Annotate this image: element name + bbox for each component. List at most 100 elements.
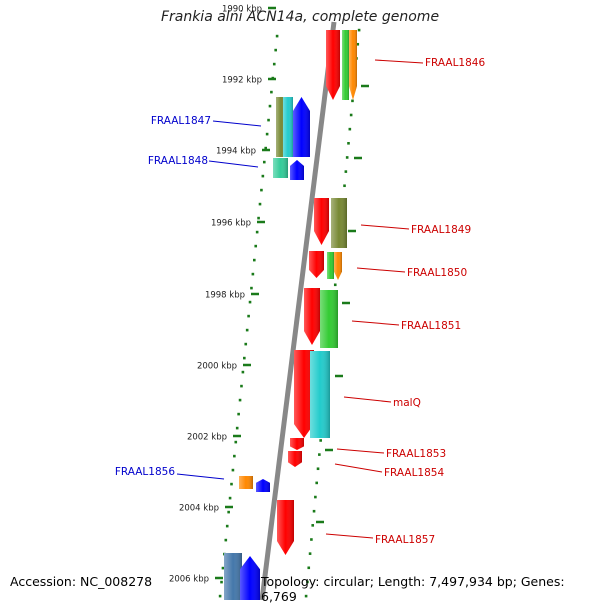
scale-dot — [228, 496, 232, 500]
scale-dot — [258, 202, 262, 206]
gene-malq-b — [310, 351, 330, 438]
gene-label[interactable]: malQ — [393, 397, 421, 409]
leader-line — [356, 267, 406, 273]
gene-fraal1849-b — [331, 198, 347, 248]
gene-label[interactable]: FRAAL1849 — [411, 224, 471, 236]
scale-dot — [241, 370, 245, 374]
gene-fraal1853 — [290, 438, 304, 450]
gene-reverse-bottom-a — [224, 553, 242, 600]
gene-fraal1851-a — [304, 288, 320, 345]
scale-dot — [260, 188, 263, 192]
scale-dot — [304, 594, 308, 598]
gene-label[interactable]: FRAAL1856 — [115, 466, 175, 478]
gene-labels: FRAAL1846 FRAAL1847 FRAAL1848 FRAAL1849 FRAA… — [115, 57, 486, 546]
scale-dot — [248, 300, 252, 304]
scale-label: 1990 kbp — [222, 5, 262, 15]
gene-fraal1848-b — [290, 160, 304, 180]
scale-dot — [245, 328, 249, 332]
gene-label[interactable]: FRAAL1848 — [148, 155, 208, 167]
gene-label[interactable]: FRAAL1853 — [386, 448, 446, 460]
scale-dot — [356, 42, 360, 46]
leader-line — [351, 320, 400, 326]
scale-dot — [314, 495, 317, 499]
gene-malq-a — [294, 350, 314, 438]
leader-line — [176, 473, 225, 480]
scale-dot — [316, 467, 320, 471]
scale-dot — [348, 127, 352, 131]
scale-dot — [306, 580, 309, 584]
scale-dot — [311, 524, 315, 527]
gene-fraal1847-c — [293, 97, 310, 157]
diagram-title: Frankia alni ACN14a, complete genome — [160, 9, 440, 25]
scale-label: 2002 kbp — [187, 433, 227, 443]
gene-fraal1854 — [288, 451, 302, 467]
scale-dot — [343, 184, 346, 188]
scale-dot — [233, 454, 236, 458]
accession-text: Accession: NC_008278 — [10, 574, 153, 589]
scale-dot — [274, 48, 277, 52]
gene-label[interactable]: FRAAL1851 — [401, 320, 461, 332]
gene-label[interactable]: FRAAL1857 — [375, 534, 435, 546]
leader-line — [208, 160, 259, 168]
scale-dot — [227, 510, 230, 514]
label-leader-lines — [176, 59, 424, 539]
leader-line — [334, 463, 383, 473]
scale-dot — [349, 113, 353, 117]
scale-dot — [308, 552, 312, 555]
scale-dot — [261, 174, 265, 178]
scale-dot — [255, 230, 259, 234]
gene-label[interactable]: FRAAL1850 — [407, 267, 467, 279]
gene-label[interactable]: FRAAL1854 — [384, 467, 444, 479]
gene-fraal1856-b — [256, 479, 270, 492]
genome-backbone — [259, 21, 337, 600]
scale-label: 2004 kbp — [179, 504, 219, 514]
scale-dot — [257, 216, 260, 220]
scale-label: 1992 kbp — [222, 76, 262, 86]
gene-fraal1851-b — [320, 290, 338, 348]
gene-label[interactable]: FRAAL1847 — [151, 115, 211, 127]
leader-line — [343, 396, 392, 403]
scale-dot — [225, 524, 229, 528]
scale-dot — [247, 314, 250, 318]
scale-dot — [251, 272, 255, 276]
scale-dot — [243, 356, 246, 360]
scale-dot — [231, 468, 235, 472]
scale-dot — [224, 538, 228, 542]
scale-dot — [307, 566, 311, 570]
gene-fraal1856-a — [239, 476, 253, 489]
scale-dot — [351, 99, 354, 103]
scale-dot — [310, 538, 313, 541]
scale-dot — [230, 482, 233, 486]
scale-label: 1998 kbp — [205, 291, 245, 301]
scale-dot — [318, 453, 321, 456]
scale-dot — [234, 440, 238, 444]
gene-features — [224, 30, 357, 600]
leader-line — [325, 533, 374, 539]
scale-dot — [268, 104, 272, 108]
gene-fraal1857 — [277, 500, 294, 555]
scale-dot — [272, 62, 276, 66]
scale-dot — [312, 509, 316, 513]
scale-ticks: 1990 kbp 1992 kbp 1994 kbp 1996 kbp 1998 kbp… — [169, 5, 369, 598]
gene-fraal1850-b — [327, 252, 334, 279]
backbone-line — [259, 21, 337, 600]
gene-fraal1846-b — [342, 30, 349, 100]
gene-fraal1846-c — [349, 30, 357, 100]
scale-dot — [250, 286, 253, 290]
scale-label: 1994 kbp — [216, 147, 256, 157]
scale-dot — [235, 426, 239, 430]
scale-dot — [265, 132, 269, 136]
scale-label: 2000 kbp — [197, 362, 237, 372]
gene-fraal1848-a — [273, 158, 288, 178]
gene-fraal1846-a — [326, 30, 340, 100]
gene-fraal1849-a — [314, 198, 329, 245]
scale-dot — [319, 439, 322, 442]
scale-dot — [221, 566, 225, 570]
gene-label[interactable]: FRAAL1846 — [425, 57, 485, 69]
scale-dot — [218, 594, 222, 598]
scale-dot — [240, 384, 243, 388]
leader-line — [360, 224, 410, 230]
scale-dot — [275, 34, 279, 38]
scale-dot — [315, 481, 318, 485]
